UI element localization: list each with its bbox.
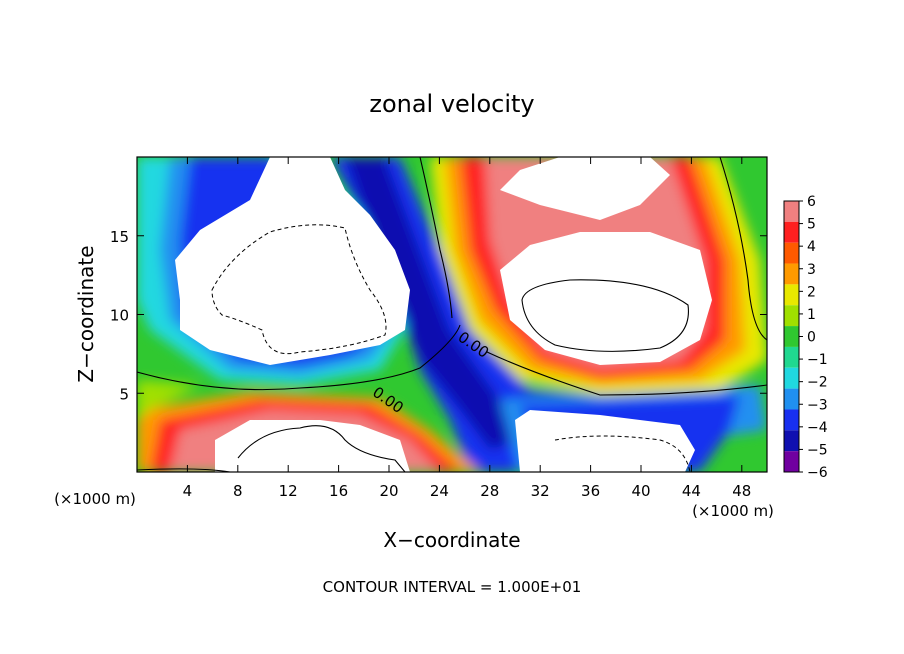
colorbar-label: 2 (807, 284, 816, 300)
colorbar-label: −6 (807, 465, 828, 481)
x-tick-label: 28 (480, 482, 499, 500)
colorbar-swatch (784, 284, 799, 306)
y-tick-label: 5 (119, 385, 129, 403)
colorbar-swatch (784, 221, 799, 243)
colorbar-label: −2 (807, 375, 828, 391)
colorbar-swatch (784, 201, 799, 222)
x-units-right: (×1000 m) (692, 502, 774, 520)
colorbar-swatch (784, 263, 799, 285)
colorbar-label: 6 (807, 194, 816, 210)
y-tick-label: 15 (110, 228, 129, 246)
colorbar-swatch (784, 409, 799, 431)
x-tick-label: 12 (279, 482, 298, 500)
colorbar-swatch (784, 346, 799, 368)
x-tick-label: 16 (329, 482, 348, 500)
colorbar-swatch (784, 451, 799, 472)
colorbar: 6 5 4 3 2 1 0 −1 −2 −3 −4 −5 −6 (783, 194, 828, 481)
x-tick-label: 40 (631, 482, 650, 500)
colorbar-label: 3 (807, 262, 816, 278)
x-tick-label: 8 (233, 482, 243, 500)
colorbar-swatch (784, 242, 799, 264)
colorbar-label: 5 (807, 217, 816, 233)
colorbar-label: −1 (807, 352, 828, 368)
velocity-field: 0.00 0.00 (137, 157, 767, 472)
contour-interval-note: CONTOUR INTERVAL = 1.000E+01 (323, 578, 582, 596)
colorbar-label: 4 (807, 239, 816, 255)
x-tick-label: 48 (732, 482, 751, 500)
colorbar-swatch (784, 367, 799, 389)
y-tick-label: 10 (110, 307, 129, 325)
colorbar-swatch (784, 305, 799, 327)
colorbar-label: −5 (807, 442, 828, 458)
x-tick-label: 24 (430, 482, 449, 500)
colorbar-label: −4 (807, 420, 828, 436)
colorbar-label: 0 (807, 330, 816, 346)
colorbar-label: −3 (807, 397, 828, 413)
x-axis-label: X−coordinate (383, 528, 520, 552)
x-tick-label: 32 (531, 482, 550, 500)
x-tick-label: 20 (379, 482, 398, 500)
colorbar-label: 1 (807, 307, 816, 323)
colorbar-swatch (784, 326, 799, 347)
colorbar-swatch (784, 430, 799, 452)
chart-title: zonal velocity (369, 90, 534, 118)
x-axis: 4 8 12 16 20 24 28 32 36 40 44 48 (183, 157, 751, 500)
x-tick-label: 4 (183, 482, 193, 500)
x-tick-label: 36 (581, 482, 600, 500)
x-tick-label: 44 (682, 482, 701, 500)
colorbar-swatch (784, 388, 799, 410)
y-axis-label: Z−coordinate (74, 245, 98, 382)
x-units-left: (×1000 m) (54, 490, 136, 508)
y-axis: 5 10 15 (110, 228, 767, 403)
